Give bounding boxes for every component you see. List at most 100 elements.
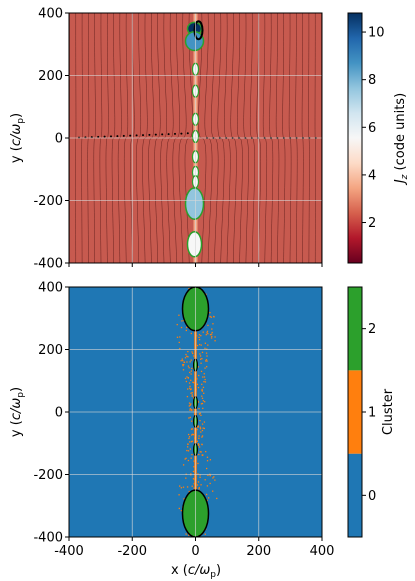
- cluster-1-point: [190, 428, 193, 430]
- cluster-1-point: [197, 481, 200, 483]
- cluster-1-point: [196, 344, 199, 347]
- cluster-1-point: [198, 334, 201, 336]
- cluster-1-point: [207, 344, 209, 346]
- particle-track-dot: [180, 132, 183, 135]
- cluster-1-point: [209, 315, 211, 318]
- cluster-1-point: [189, 387, 191, 389]
- y-tick-label: 400: [38, 7, 63, 22]
- cluster-1-point: [186, 449, 188, 452]
- cluster-1-point: [190, 403, 192, 405]
- cluster-1-point: [201, 429, 204, 432]
- cluster-1-point: [196, 440, 198, 442]
- cluster-1-point: [188, 382, 191, 384]
- cluster-1-point: [197, 462, 199, 465]
- colorbar-tick-label: 10: [368, 26, 385, 41]
- cluster-1-point: [202, 427, 204, 429]
- cluster-1-point: [201, 351, 204, 354]
- cluster-1-point: [191, 392, 193, 394]
- cluster-1-point: [185, 457, 187, 459]
- cluster-1-point: [199, 426, 202, 428]
- cluster-1-point: [201, 388, 203, 391]
- cluster-1-point: [209, 474, 211, 477]
- cluster-1-point: [205, 358, 208, 361]
- cluster-1-point: [203, 373, 205, 375]
- cluster-1-point: [204, 401, 206, 403]
- cluster-1-point: [192, 352, 194, 355]
- cluster-1-point: [209, 459, 212, 461]
- cluster-1-point: [204, 533, 206, 535]
- cluster-1-point: [186, 361, 188, 363]
- cluster-1-point: [180, 509, 183, 512]
- cluster-1-point: [204, 367, 206, 369]
- cluster-1-point: [200, 414, 202, 416]
- cluster-1-point: [202, 400, 205, 402]
- cluster-1-point: [183, 363, 185, 366]
- y-tick-label: 200: [38, 343, 63, 358]
- y-tick-label: 200: [38, 69, 63, 84]
- cluster-1-point: [185, 353, 187, 356]
- cluster-1-point: [201, 390, 204, 392]
- cluster-1-point: [198, 343, 201, 346]
- cluster-1-point: [198, 338, 201, 341]
- cluster-1-point: [191, 485, 193, 487]
- cluster-1-point: [200, 334, 202, 337]
- cluster-1-point: [212, 490, 214, 492]
- cluster-1-point: [197, 401, 200, 403]
- cluster-1-point: [181, 320, 183, 322]
- cluster-1-point: [185, 533, 187, 535]
- plasmoid-plasmoid: [184, 187, 205, 220]
- cluster-1-point: [206, 460, 209, 462]
- cluster-1-point: [190, 359, 192, 361]
- cluster-1-point: [209, 334, 212, 336]
- cluster-1-point: [212, 323, 214, 325]
- cluster-1-point: [207, 497, 210, 499]
- colorbar-tick-label: 1: [368, 406, 376, 421]
- cluster-1-point: [186, 326, 188, 329]
- cluster-1-point: [197, 443, 199, 445]
- cluster-1-point: [211, 331, 213, 334]
- cluster-1-point: [206, 456, 209, 458]
- x-tick-label: 0: [191, 544, 199, 559]
- cluster-1-point: [212, 477, 214, 479]
- cluster-1-point: [200, 403, 203, 405]
- cluster-1-point: [188, 402, 191, 404]
- cluster-1-point: [192, 478, 195, 480]
- cluster-1-point: [185, 329, 187, 332]
- cluster-1-point: [184, 357, 187, 359]
- particle-track-dot: [103, 135, 106, 138]
- colorbar-tick-label: 0: [368, 489, 376, 504]
- cluster-1-point: [196, 426, 198, 428]
- cluster-1-point: [179, 485, 181, 487]
- cluster-1-point: [206, 360, 208, 362]
- cluster-1-point: [207, 324, 209, 327]
- bottom-panel-cluster: -400 -200 0 200 400 -400 -200 0 200 400 y (c/ωp)…: [9, 281, 396, 581]
- top-colorbar: [347, 12, 363, 264]
- cluster-1-point: [180, 487, 183, 489]
- y-tick-label: -400: [33, 531, 63, 546]
- cluster-1-point: [206, 330, 209, 333]
- cluster-1-point: [196, 383, 199, 385]
- cluster-1-point: [204, 378, 206, 381]
- cluster-1-point: [203, 381, 205, 383]
- cluster-1-point: [189, 388, 192, 391]
- cluster-1-point: [200, 344, 202, 346]
- top-x-ticks: [68, 263, 323, 267]
- cluster-1-point: [182, 369, 185, 371]
- cluster-1-point: [186, 355, 188, 358]
- cluster-1-point: [193, 466, 195, 468]
- cluster-1-point: [185, 380, 188, 383]
- cluster-1-point: [189, 371, 191, 374]
- cluster-1-point: [187, 388, 189, 390]
- top-colorbar-ticks: 2 4 6 8 10: [362, 26, 385, 231]
- cluster-1-point: [205, 352, 208, 354]
- colorbar-tick-label: 4: [368, 168, 376, 183]
- particle-track-dot: [148, 133, 151, 136]
- cluster-1-point: [190, 373, 192, 375]
- cluster-1-point: [211, 335, 213, 338]
- cluster-1-point: [190, 473, 192, 475]
- cluster-1-point: [201, 454, 203, 456]
- cluster-1-point: [199, 358, 202, 360]
- cluster-1-point: [201, 358, 203, 360]
- cluster-1-point: [198, 453, 200, 456]
- x-tick-label: -400: [54, 544, 84, 559]
